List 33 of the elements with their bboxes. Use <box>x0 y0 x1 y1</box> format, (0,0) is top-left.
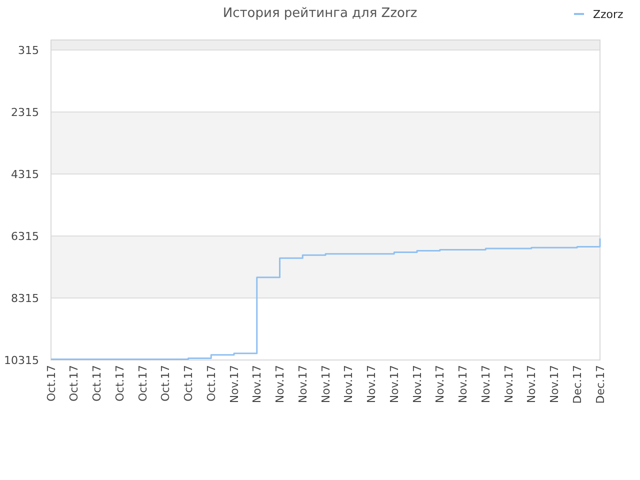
x-tick-label: Oct.17 <box>182 365 196 402</box>
x-tick-label: Nov.17 <box>296 365 310 404</box>
x-tick-label: Oct.17 <box>44 365 58 402</box>
x-tick-label: Dec.17 <box>594 365 607 404</box>
x-tick-label: Oct.17 <box>136 365 150 402</box>
x-tick-label: Oct.17 <box>90 365 104 402</box>
x-tick-label: Oct.17 <box>113 365 126 402</box>
x-tick-label: Nov.17 <box>434 365 447 404</box>
y-tick-label: 8315 <box>11 292 39 305</box>
x-tick-label: Nov.17 <box>548 365 562 404</box>
x-tick-label: Oct.17 <box>204 365 218 402</box>
x-tick-label: Nov.17 <box>525 365 538 404</box>
y-tick-label: 315 <box>18 44 39 57</box>
x-tick-label: Nov.17 <box>410 365 424 404</box>
y-tick-label: 10315 <box>4 354 39 367</box>
x-tick-label: Oct.17 <box>159 365 172 402</box>
x-tick-label: Nov.17 <box>228 365 241 404</box>
x-tick-label: Nov.17 <box>456 365 470 404</box>
x-tick-label: Nov.17 <box>365 365 378 404</box>
y-tick-label: 6315 <box>11 230 39 243</box>
x-tick-label: Nov.17 <box>502 365 516 404</box>
x-tick-label: Nov.17 <box>342 365 356 404</box>
x-tick-label: Nov.17 <box>479 365 492 404</box>
y-tick-label: 2315 <box>11 106 39 119</box>
x-tick-label: Oct.17 <box>68 365 81 402</box>
legend-label: Zzorz <box>593 8 624 21</box>
y-tick-label: 4315 <box>11 168 39 181</box>
x-tick-label: Nov.17 <box>388 365 401 404</box>
x-tick-label: Nov.17 <box>319 365 332 404</box>
x-tick-label: Nov.17 <box>250 365 264 404</box>
chart-title: История рейтинга для Zzorz <box>222 6 418 21</box>
x-tick-label: Dec.17 <box>570 365 584 404</box>
x-tick-label: Nov.17 <box>274 365 287 404</box>
